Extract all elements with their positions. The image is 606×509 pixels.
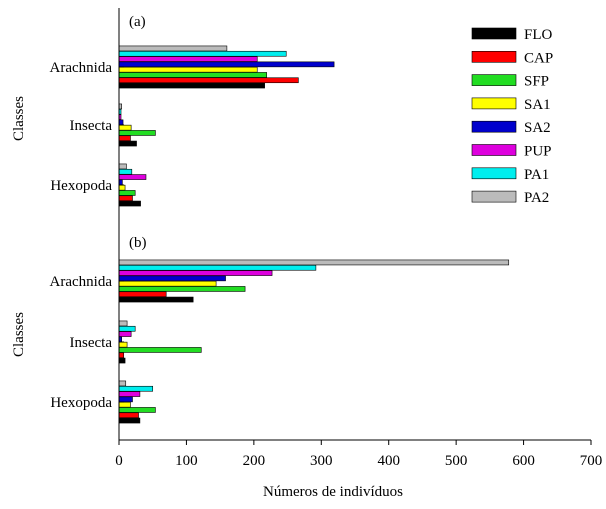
category-label: Arachnida xyxy=(50,274,113,290)
bar-arachnida-pa2 xyxy=(118,259,510,266)
bar-arachnida-flo xyxy=(118,296,194,303)
bar-arachnida-cap xyxy=(118,291,167,298)
bar-arachnida-pup xyxy=(118,56,258,62)
x-tick-label: 100 xyxy=(175,453,198,469)
bar-insecta-cap xyxy=(118,352,125,359)
category-label: Insecta xyxy=(70,118,113,134)
bar-hexopoda-pa1 xyxy=(118,168,133,175)
legend-swatch-pa1 xyxy=(471,167,517,180)
panel-label: (a) xyxy=(129,14,146,30)
bar-arachnida-sa1 xyxy=(118,280,217,287)
bar-hexopoda-pa2 xyxy=(118,380,127,387)
category-label: Hexopoda xyxy=(50,178,112,194)
x-tick-label: 300 xyxy=(310,453,333,469)
bar-insecta-flo xyxy=(118,357,126,364)
bar-insecta-sa1 xyxy=(118,124,132,131)
bar-arachnida-pa1 xyxy=(118,264,317,271)
legend-label-cap: CAP xyxy=(524,50,553,66)
bar-hexopoda-pa2 xyxy=(118,163,127,170)
legend-swatch-sa2 xyxy=(471,120,517,133)
x-tick-label: 700 xyxy=(580,453,603,469)
x-axis-title: Números de indivíduos xyxy=(263,484,403,500)
bar-hexopoda-sfp xyxy=(118,190,136,196)
x-tick-label: 600 xyxy=(512,453,535,469)
bar-hexopoda-cap xyxy=(118,412,139,419)
y-axis-title: Classes xyxy=(11,96,27,141)
x-tick-label: 0 xyxy=(115,453,123,469)
bar-hexopoda-pup xyxy=(118,174,147,180)
x-tick-label: 500 xyxy=(445,453,468,469)
legend-swatch-flo xyxy=(471,27,517,40)
bar-hexopoda-flo xyxy=(118,200,141,207)
bar-insecta-pup xyxy=(118,331,132,337)
bar-arachnida-sfp xyxy=(118,72,267,78)
bar-hexopoda-sa2 xyxy=(118,179,123,186)
bar-insecta-pa2 xyxy=(118,320,128,327)
panel-label: (b) xyxy=(129,235,147,251)
bar-insecta-cap xyxy=(118,135,131,142)
legend-label-sa2: SA2 xyxy=(524,120,551,136)
bar-arachnida-flo xyxy=(118,82,265,89)
bar-insecta-sa2 xyxy=(118,119,124,126)
legend: FLO CAP SFP SA1 SA2 PUP PA1 PA2 xyxy=(471,27,553,206)
legend-label-flo: FLO xyxy=(524,27,553,43)
category-label: Hexopoda xyxy=(50,395,112,411)
bar-hexopoda-flo xyxy=(118,417,141,424)
legend-label-pa2: PA2 xyxy=(524,190,549,206)
bar-arachnida-cap xyxy=(118,77,299,84)
bar-insecta-sfp xyxy=(118,130,156,136)
bar-arachnida-sa2 xyxy=(118,275,226,282)
legend-label-sa1: SA1 xyxy=(524,97,551,113)
bar-hexopoda-pup xyxy=(118,391,141,397)
y-axis-title: Classes xyxy=(11,312,27,357)
bar-arachnida-pa2 xyxy=(118,45,228,52)
bar-hexopoda-pa1 xyxy=(118,385,154,392)
legend-swatch-cap xyxy=(471,50,517,63)
category-label: Insecta xyxy=(70,335,113,351)
legend-swatch-sa1 xyxy=(471,97,517,110)
bar-hexopoda-sfp xyxy=(118,407,156,413)
category-label: Arachnida xyxy=(50,60,113,76)
bar-hexopoda-sa1 xyxy=(118,184,126,191)
bar-hexopoda-cap xyxy=(118,195,133,202)
bar-arachnida-sa2 xyxy=(118,61,335,68)
bar-hexopoda-sa1 xyxy=(118,401,131,408)
bar-insecta-flo xyxy=(118,140,137,147)
legend-swatch-pa2 xyxy=(471,190,517,203)
legend-label-sfp: SFP xyxy=(524,74,549,90)
bar-arachnida-pup xyxy=(118,270,273,276)
bar-hexopoda-sa2 xyxy=(118,396,133,403)
panel-b: Arachnida Insecta Hexopoda Classes (b) 0 100 20… xyxy=(11,229,602,469)
legend-swatch-pup xyxy=(471,144,517,156)
panel-a: Arachnida Insecta Hexopoda Classes (a) xyxy=(11,8,335,229)
legend-label-pup: PUP xyxy=(524,144,552,160)
bar-insecta-sfp xyxy=(118,347,202,353)
legend-label-pa1: PA1 xyxy=(524,167,549,183)
x-tick-label: 400 xyxy=(377,453,400,469)
bar-insecta-pa1 xyxy=(118,325,136,332)
x-tick-label: 200 xyxy=(243,453,266,469)
bar-arachnida-sa1 xyxy=(118,66,258,73)
bar-insecta-sa1 xyxy=(118,341,128,348)
legend-swatch-sfp xyxy=(471,74,517,86)
bar-arachnida-pa1 xyxy=(118,50,287,57)
bar-arachnida-sfp xyxy=(118,286,246,292)
